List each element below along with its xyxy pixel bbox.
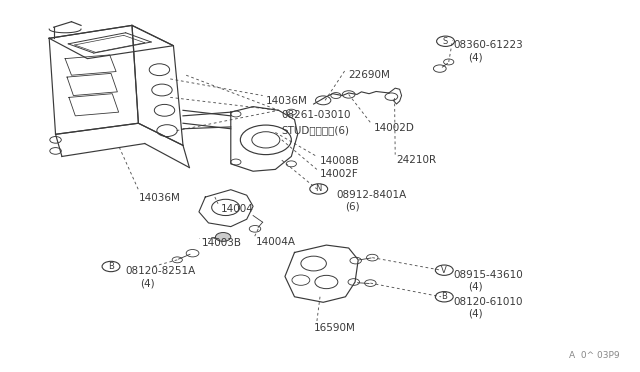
Text: 22690M: 22690M (349, 70, 390, 80)
Text: STUDスタッド(6): STUDスタッド(6) (282, 125, 350, 135)
Text: 14003B: 14003B (202, 238, 242, 248)
Text: 14008B: 14008B (320, 157, 360, 166)
Text: A  0^ 03P9: A 0^ 03P9 (569, 350, 620, 359)
Text: 14036M: 14036M (266, 96, 308, 106)
Text: 08912-8401A: 08912-8401A (336, 190, 406, 200)
Text: 14004: 14004 (221, 204, 254, 214)
Text: 08261-03010: 08261-03010 (282, 110, 351, 120)
Text: (6): (6) (346, 202, 360, 212)
Text: S: S (443, 37, 448, 46)
Circle shape (216, 232, 231, 241)
Text: 14002D: 14002D (374, 123, 415, 133)
Text: 08120-8251A: 08120-8251A (125, 266, 196, 276)
Text: N: N (316, 185, 322, 193)
Text: (4): (4) (468, 309, 483, 318)
Text: 08360-61223: 08360-61223 (454, 40, 524, 50)
Text: B: B (108, 262, 114, 271)
Text: (4): (4) (468, 52, 483, 62)
Text: 16590M: 16590M (314, 323, 355, 333)
Text: 14002F: 14002F (320, 169, 359, 179)
Text: 14036M: 14036M (138, 193, 180, 203)
Text: 24210R: 24210R (396, 155, 436, 165)
Text: (4): (4) (140, 278, 155, 288)
Text: 08120-61010: 08120-61010 (454, 297, 524, 307)
Text: 14004A: 14004A (256, 237, 296, 247)
Text: B: B (442, 292, 447, 301)
Text: (4): (4) (468, 282, 483, 292)
Text: V: V (442, 266, 447, 275)
Text: 08915-43610: 08915-43610 (454, 270, 524, 280)
